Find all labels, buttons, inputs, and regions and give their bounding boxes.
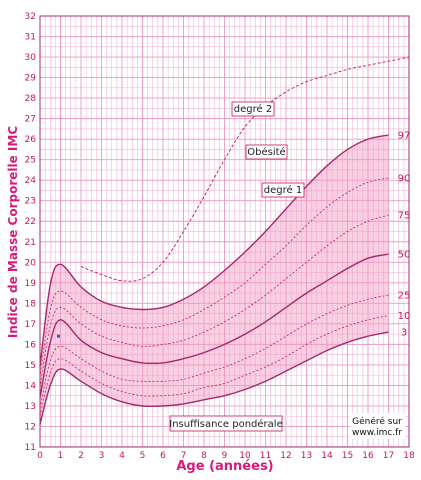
percentile-curve-50	[39, 253, 389, 398]
y-tick-label: 12	[25, 422, 36, 432]
y-tick-label: 21	[25, 238, 36, 248]
x-tick-label: 2	[78, 451, 84, 461]
percentile-curve-75	[39, 214, 389, 388]
curve-label-3: 3	[401, 328, 407, 339]
x-tick-label: 9	[222, 451, 228, 461]
svg-text:Généré sur: Généré sur	[352, 416, 402, 427]
y-tick-label: 26	[25, 135, 37, 145]
y-axis-title: Indice de Masse Corporelle IMC	[6, 126, 20, 338]
x-tick-label: 16	[362, 451, 374, 461]
curve-label-97: 97	[398, 131, 411, 142]
annotation-insuffisance: Insuffisance pondérale	[169, 415, 283, 432]
svg-text:degré 2: degré 2	[234, 103, 272, 115]
svg-text:www.imc.fr: www.imc.fr	[352, 428, 402, 438]
x-tick-label: 10	[239, 451, 251, 461]
axis-ticks: 0 1 2 3 4 5 6 7 8 9 10 11 12 13 14 15 16 17 18111213141516…	[25, 12, 415, 461]
y-tick-label: 24	[25, 176, 37, 186]
y-tick-label: 11	[25, 443, 36, 453]
y-tick-label: 18	[25, 299, 37, 309]
x-tick-label: 8	[201, 451, 207, 461]
x-tick-label: 7	[181, 451, 187, 461]
y-tick-label: 20	[25, 258, 37, 268]
svg-text:Obésité: Obésité	[247, 146, 285, 158]
x-tick-label: 0	[37, 451, 43, 461]
svg-text:degré 1: degré 1	[264, 184, 302, 196]
obesity-degre2-curve	[80, 56, 410, 282]
y-tick-label: 27	[25, 115, 36, 125]
x-tick-label: 4	[119, 451, 125, 461]
y-tick-label: 25	[25, 156, 36, 166]
x-axis-title: Age (années)	[176, 459, 273, 474]
curve-label-25: 25	[398, 291, 411, 302]
x-tick-label: 14	[321, 451, 333, 461]
curve-label-90: 90	[398, 174, 411, 185]
percentile-curve-97	[39, 134, 389, 368]
annotation-obesite: Obésité	[245, 144, 288, 160]
percentile-curve-10	[39, 315, 389, 417]
x-tick-label: 13	[301, 451, 312, 461]
x-tick-label: 6	[160, 451, 166, 461]
percentile-curve-90	[39, 177, 389, 378]
y-tick-label: 13	[25, 402, 36, 412]
y-tick-label: 14	[25, 381, 37, 391]
x-tick-label: 15	[342, 451, 353, 461]
percentile-curve-3	[39, 331, 389, 425]
plot-frame	[39, 15, 410, 448]
x-tick-label: 11	[260, 451, 271, 461]
y-tick-label: 15	[25, 361, 36, 371]
x-tick-label: 18	[403, 451, 415, 461]
y-tick-label: 17	[25, 320, 36, 330]
y-tick-label: 22	[25, 217, 36, 227]
curve-label-50: 50	[398, 250, 411, 261]
curve-label-75: 75	[398, 211, 411, 222]
y-tick-label: 29	[25, 74, 37, 84]
y-tick-label: 23	[25, 197, 36, 207]
credit-box: Généré sur www.imc.fr	[350, 413, 405, 439]
data-point-marker	[56, 334, 60, 338]
x-tick-label: 17	[383, 451, 394, 461]
x-tick-label: 1	[58, 451, 64, 461]
annotation-degre1: degré 1	[261, 182, 305, 198]
x-tick-label: 12	[280, 451, 291, 461]
annotation-degre2: degré 2	[231, 101, 275, 117]
y-tick-label: 16	[25, 340, 37, 350]
curve-labels: 3 10 25 50 75 90 97	[398, 131, 411, 339]
y-tick-label: 19	[25, 279, 37, 289]
percentile-curves	[39, 56, 410, 425]
percentile-curve-25	[39, 294, 389, 409]
y-tick-label: 31	[25, 33, 36, 43]
y-tick-label: 30	[25, 53, 37, 63]
x-tick-label: 5	[140, 451, 146, 461]
y-tick-label: 32	[25, 12, 36, 22]
y-tick-label: 28	[25, 94, 37, 104]
svg-text:Insuffisance pondérale: Insuffisance pondérale	[169, 418, 282, 430]
grid	[39, 15, 410, 448]
curve-label-10: 10	[398, 311, 411, 322]
x-tick-label: 3	[99, 451, 105, 461]
